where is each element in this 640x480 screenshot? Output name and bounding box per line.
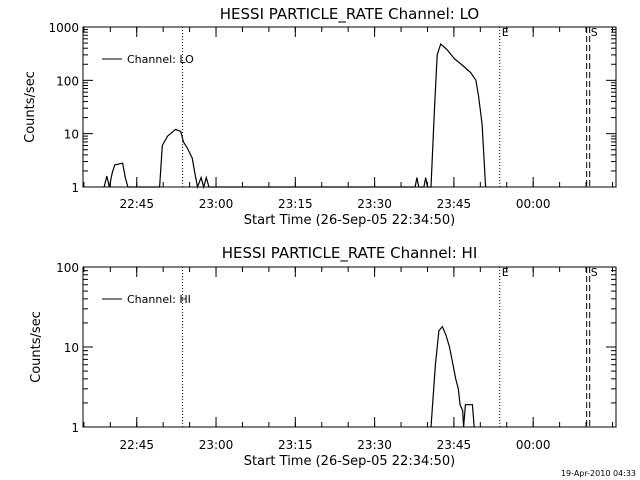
y-tick-label: 10 bbox=[64, 128, 79, 142]
y-tick-label: 100 bbox=[56, 74, 79, 88]
y-axis-label: Counts/sec bbox=[29, 311, 44, 383]
plot-frame bbox=[82, 26, 617, 188]
legend-label: Channel: HI bbox=[127, 293, 191, 306]
x-tick-label: 00:00 bbox=[516, 438, 551, 452]
x-tick-label: 22:45 bbox=[119, 197, 154, 211]
x-tick-label: 00:00 bbox=[516, 197, 551, 211]
y-tick-label: 100 bbox=[56, 261, 79, 275]
event-marker-label: S bbox=[591, 266, 598, 279]
event-marker-label: S bbox=[591, 26, 598, 39]
chart-title: HESSI PARTICLE_RATE Channel: LO bbox=[220, 5, 479, 24]
series-line bbox=[430, 325, 475, 428]
channel-hi-panel: HESSI PARTICLE_RATE Channel: HI 1 10 100 22:… bbox=[29, 244, 617, 469]
y-tick-label: 1 bbox=[71, 421, 79, 435]
x-tick-label: 23:45 bbox=[437, 438, 472, 452]
x-tick-label: 23:00 bbox=[199, 438, 234, 452]
x-tick-label: 23:00 bbox=[199, 197, 234, 211]
x-tick-label: 23:15 bbox=[278, 438, 313, 452]
chart-title: HESSI PARTICLE_RATE Channel: HI bbox=[222, 244, 478, 263]
y-tick-label: 1000 bbox=[48, 21, 79, 35]
x-tick-label: 23:15 bbox=[278, 197, 313, 211]
timestamp: 19-Apr-2010 04:33 bbox=[561, 469, 636, 478]
event-marker-label: E bbox=[502, 26, 509, 39]
y-axis-label: Counts/sec bbox=[23, 71, 38, 143]
y-tick-label: 1 bbox=[71, 181, 79, 195]
x-tick-label: 23:30 bbox=[357, 197, 392, 211]
x-tick-label: 22:45 bbox=[119, 438, 154, 452]
channel-lo-panel: HESSI PARTICLE_RATE Channel: LO 1 10 100 100… bbox=[23, 5, 617, 228]
x-axis-label: Start Time (26-Sep-05 22:34:50) bbox=[244, 213, 455, 228]
plot-frame bbox=[82, 266, 617, 428]
event-marker-label: E bbox=[502, 266, 509, 279]
x-tick-label: 23:45 bbox=[437, 197, 472, 211]
y-tick-label: 10 bbox=[64, 341, 79, 355]
legend-label: Channel: LO bbox=[127, 53, 194, 66]
x-axis-label: Start Time (26-Sep-05 22:34:50) bbox=[244, 454, 455, 469]
series-line bbox=[103, 42, 487, 190]
x-tick-label: 23:30 bbox=[357, 438, 392, 452]
